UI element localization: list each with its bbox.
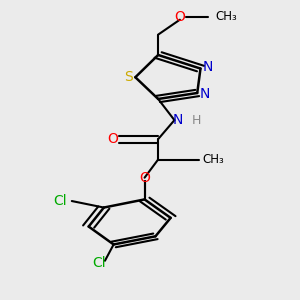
Text: O: O [174, 10, 185, 24]
Text: N: N [203, 60, 213, 74]
Text: CH₃: CH₃ [202, 153, 224, 166]
Text: O: O [107, 132, 118, 146]
Text: H: H [191, 114, 201, 127]
Text: Cl: Cl [54, 194, 67, 208]
Text: S: S [124, 70, 133, 84]
Text: N: N [172, 113, 183, 127]
Text: O: O [139, 171, 150, 185]
Text: CH₃: CH₃ [216, 11, 237, 23]
Text: N: N [200, 87, 210, 101]
Text: Cl: Cl [93, 256, 106, 271]
